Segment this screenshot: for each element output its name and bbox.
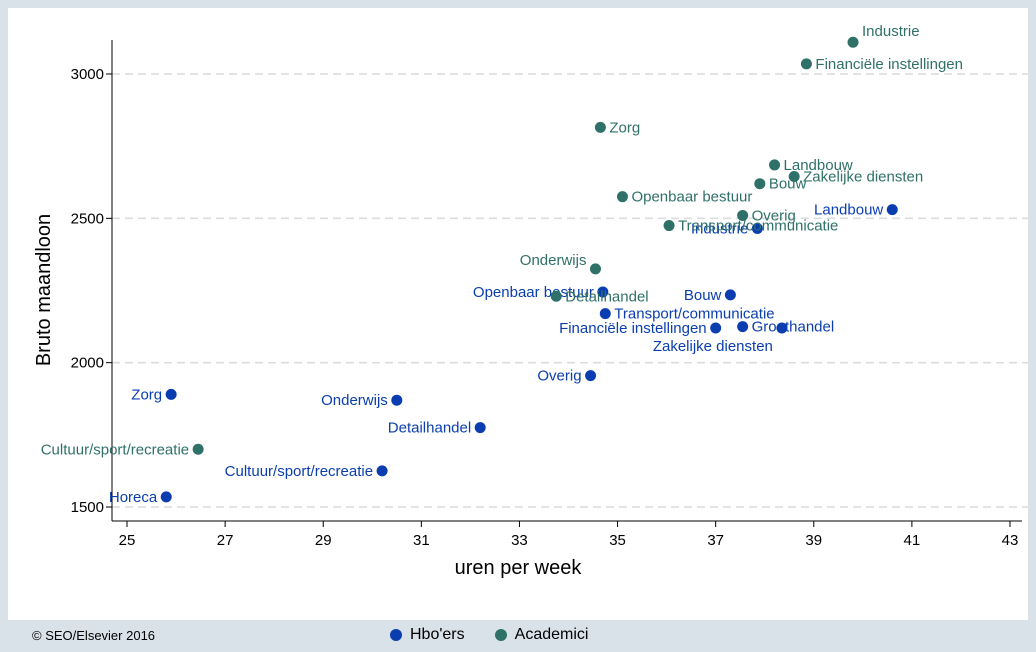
copyright-credit: © SEO/Elsevier 2016 <box>32 628 156 643</box>
data-point <box>737 321 749 333</box>
data-point <box>663 220 675 232</box>
point-label: Zakelijke diensten <box>653 338 773 355</box>
data-point <box>776 322 788 334</box>
series-hbo: Landbouw Industrie Bouw Openbaar bestuur Tra… <box>109 202 898 506</box>
data-point <box>769 159 781 171</box>
data-point <box>710 322 722 334</box>
y-tick-label: 2500 <box>71 210 104 227</box>
legend-marker-hbo <box>390 629 402 641</box>
legend: Hbo'ers Academici <box>390 626 588 644</box>
data-point <box>160 491 172 503</box>
data-point <box>754 178 766 190</box>
x-tick-label: 33 <box>511 532 528 549</box>
point-label: Onderwijs <box>321 392 388 409</box>
y-tick-label: 2000 <box>71 355 104 372</box>
point-label: Overig <box>752 207 796 224</box>
point-label: Landbouw <box>814 202 883 219</box>
x-tick-label: 27 <box>217 532 234 549</box>
data-point <box>589 263 601 275</box>
x-tick-label: 39 <box>805 532 822 549</box>
y-axis-title: Bruto maandloon <box>33 214 55 366</box>
data-point <box>376 465 388 477</box>
point-label: Groothandel <box>752 319 835 336</box>
point-label: Detailhandel <box>565 288 648 305</box>
data-point <box>391 394 403 406</box>
grid-layer <box>112 73 1028 508</box>
legend-marker-academici <box>494 629 507 641</box>
x-axis-title: uren per week <box>455 557 583 579</box>
x-tick-label: 35 <box>609 532 626 549</box>
plot-background <box>8 8 1028 620</box>
point-label: Detailhandel <box>388 420 471 437</box>
point-label: Openbaar bestuur <box>631 189 752 206</box>
data-point <box>800 58 812 70</box>
x-tick-label: 25 <box>119 532 136 549</box>
x-tick-label: 37 <box>707 532 724 549</box>
data-point <box>597 286 609 298</box>
data-point <box>724 289 736 301</box>
data-point <box>737 209 749 221</box>
points-layer: Landbouw Industrie Bouw Openbaar bestuur Tra… <box>41 23 963 506</box>
data-point <box>474 422 486 434</box>
data-point <box>751 222 763 234</box>
point-label: Bouw <box>769 176 807 193</box>
point-label: Financiële instellingen <box>559 320 707 337</box>
point-label: Horeca <box>109 489 158 506</box>
data-point <box>599 308 611 320</box>
legend-item-academici: Academici <box>494 626 589 644</box>
point-label: Industrie <box>862 23 920 40</box>
point-label: Zorg <box>131 386 162 403</box>
point-label: Zakelijke diensten <box>803 168 923 185</box>
data-point <box>165 388 177 400</box>
legend-item-hbo: Hbo'ers <box>390 626 465 644</box>
data-point <box>594 121 606 133</box>
y-tick-label: 3000 <box>71 66 104 83</box>
data-point <box>788 170 800 182</box>
legend-label-hbo: Hbo'ers <box>410 626 465 643</box>
point-label: Cultuur/sport/recreatie <box>225 463 373 480</box>
axis-layer: 1500 2000 2500 3000 25 27 29 31 33 35 37 39 41 43 <box>71 40 1022 549</box>
data-point <box>192 443 204 455</box>
point-label: Zorg <box>609 119 640 136</box>
point-label: Cultuur/sport/recreatie <box>41 441 189 458</box>
series-academici: Industrie Financiële instellingen Zorg Land… <box>41 23 963 458</box>
data-point <box>616 191 628 203</box>
x-tick-label: 31 <box>413 532 430 549</box>
point-label: Transport/communicatie <box>678 218 838 235</box>
point-label: Overig <box>537 368 581 385</box>
data-point <box>550 290 562 302</box>
x-tick-label: 43 <box>1002 532 1019 549</box>
x-tick-label: 29 <box>315 532 332 549</box>
point-label: Transport/communicatie <box>614 306 774 323</box>
point-label: Financiële instellingen <box>815 56 963 73</box>
y-tick-label: 1500 <box>71 499 104 516</box>
point-label: Onderwijs <box>520 252 587 269</box>
data-point <box>886 204 898 216</box>
x-tick-label: 41 <box>904 532 921 549</box>
point-label: Landbouw <box>784 157 853 174</box>
point-label: Openbaar bestuur <box>473 284 594 301</box>
legend-label-academici: Academici <box>514 626 589 643</box>
point-label: Industrie <box>691 220 749 237</box>
data-point <box>847 36 859 48</box>
data-point <box>585 370 597 382</box>
point-label: Bouw <box>684 287 722 304</box>
